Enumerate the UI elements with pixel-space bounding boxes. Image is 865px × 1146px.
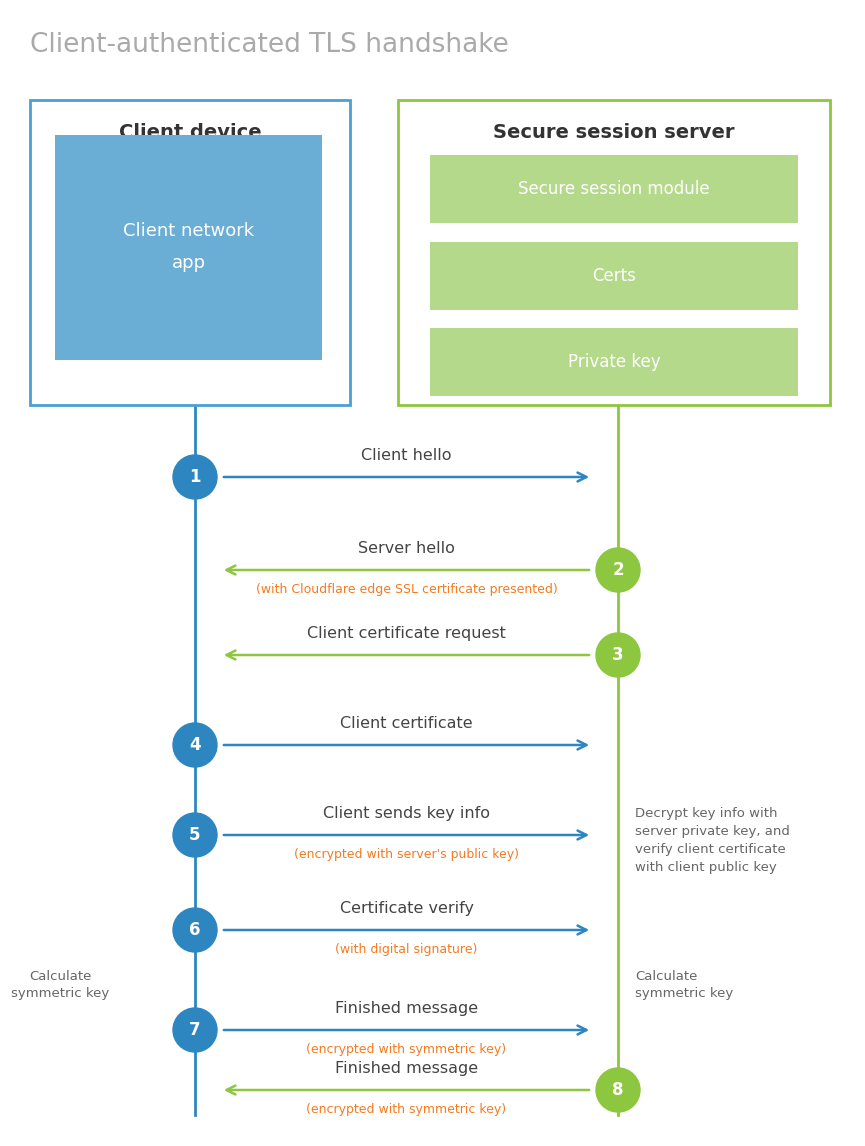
Circle shape	[173, 1008, 217, 1052]
Text: 4: 4	[189, 736, 201, 754]
FancyBboxPatch shape	[30, 100, 350, 405]
Text: (with digital signature): (with digital signature)	[336, 943, 477, 956]
Text: 3: 3	[612, 646, 624, 664]
Text: 7: 7	[189, 1021, 201, 1039]
Text: Certs: Certs	[592, 267, 636, 285]
Circle shape	[596, 1068, 640, 1112]
Text: (encrypted with symmetric key): (encrypted with symmetric key)	[306, 1043, 507, 1055]
Text: Client certificate: Client certificate	[340, 716, 473, 731]
Text: Client device: Client device	[119, 123, 261, 141]
Text: (with Cloudflare edge SSL certificate presented): (with Cloudflare edge SSL certificate pr…	[256, 583, 557, 596]
Text: 8: 8	[612, 1081, 624, 1099]
FancyBboxPatch shape	[55, 135, 322, 360]
Text: Calculate
symmetric key: Calculate symmetric key	[635, 970, 734, 1000]
Text: Calculate
symmetric key: Calculate symmetric key	[11, 970, 109, 1000]
Circle shape	[173, 908, 217, 952]
Circle shape	[596, 548, 640, 592]
Circle shape	[173, 455, 217, 499]
Text: Certificate verify: Certificate verify	[339, 901, 473, 916]
Text: (encrypted with server's public key): (encrypted with server's public key)	[294, 848, 519, 861]
FancyBboxPatch shape	[430, 328, 798, 397]
Text: Secure session module: Secure session module	[518, 180, 710, 198]
Text: Decrypt key info with
server private key, and
verify client certificate
with cli: Decrypt key info with server private key…	[635, 807, 790, 873]
Circle shape	[173, 723, 217, 767]
Text: Private key: Private key	[567, 353, 660, 371]
Text: Finished message: Finished message	[335, 1000, 478, 1017]
FancyBboxPatch shape	[430, 242, 798, 311]
Text: Finished message: Finished message	[335, 1061, 478, 1076]
Text: Client sends key info: Client sends key info	[323, 806, 490, 821]
Text: Client network
app: Client network app	[123, 222, 254, 273]
Text: 5: 5	[189, 826, 201, 843]
Text: (encrypted with symmetric key): (encrypted with symmetric key)	[306, 1102, 507, 1116]
Text: 6: 6	[189, 921, 201, 939]
FancyBboxPatch shape	[398, 100, 830, 405]
Circle shape	[173, 813, 217, 857]
Text: Client certificate request: Client certificate request	[307, 626, 506, 641]
Text: 1: 1	[189, 468, 201, 486]
Text: Client hello: Client hello	[362, 448, 452, 463]
FancyBboxPatch shape	[430, 155, 798, 223]
Text: Server hello: Server hello	[358, 541, 455, 556]
Text: 2: 2	[612, 562, 624, 579]
Circle shape	[596, 633, 640, 677]
Text: Secure session server: Secure session server	[493, 123, 734, 141]
Text: Client-authenticated TLS handshake: Client-authenticated TLS handshake	[30, 32, 509, 58]
